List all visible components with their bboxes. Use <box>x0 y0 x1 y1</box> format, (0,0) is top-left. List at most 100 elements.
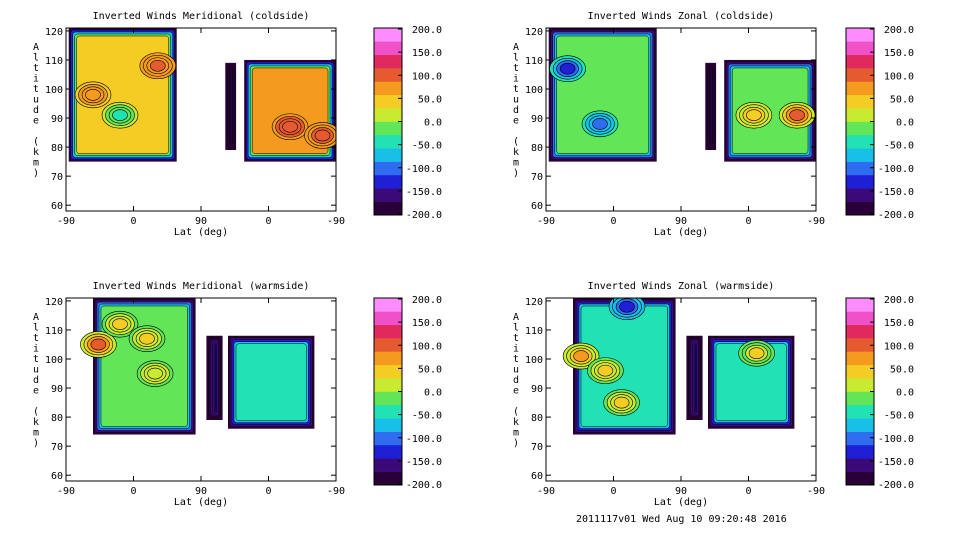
colorbar-label: 50.0 <box>890 94 914 105</box>
y-tick-label: 110 <box>525 56 543 67</box>
y-tick-label: 110 <box>525 326 543 337</box>
colorbar-band <box>374 68 402 82</box>
y-tick-label: 60 <box>531 471 543 482</box>
colorbar-label: 50.0 <box>418 94 442 105</box>
y-tick-label: 80 <box>51 413 63 424</box>
x-tick-label: -90 <box>57 216 75 227</box>
contour-peak-1 <box>90 338 107 351</box>
colorbar-band <box>374 338 402 352</box>
colorbar-band <box>374 28 402 42</box>
colorbar-band <box>846 188 874 202</box>
colorbar-band <box>846 404 874 419</box>
y-tick-label: 70 <box>51 172 63 183</box>
contour-peak-2 <box>150 59 166 72</box>
colorbar-band <box>846 108 874 122</box>
plot-area <box>548 28 816 162</box>
y-tick-label: 120 <box>525 297 543 308</box>
contour-level <box>713 70 715 143</box>
y-tick-label: 120 <box>525 27 543 38</box>
x-tick-label: 0 <box>745 486 751 497</box>
colorbar-label: -100.0 <box>406 164 442 175</box>
colorbar-band <box>374 161 402 176</box>
chart-title: Inverted Winds Meridional (coldside) <box>93 11 310 22</box>
x-tick-label: 0 <box>745 216 751 227</box>
y-tick-label: 110 <box>45 56 63 67</box>
x-tick-label: 0 <box>265 216 271 227</box>
colorbar-band <box>846 431 874 446</box>
colorbar-label: 100.0 <box>884 71 914 82</box>
x-tick-label: 0 <box>130 486 136 497</box>
contour-peak-3 <box>282 120 298 133</box>
x-axis-label: Lat (deg) <box>654 227 708 238</box>
colorbar-band <box>374 391 402 406</box>
colorbar-label: 0.0 <box>424 388 442 399</box>
colorbar-label: -50.0 <box>884 411 914 422</box>
colorbar-band <box>374 298 402 312</box>
x-tick-label: -90 <box>327 486 345 497</box>
y-tick-label: 100 <box>45 355 63 366</box>
x-tick-label: 0 <box>265 486 271 497</box>
contour-level <box>235 343 307 421</box>
colorbar-label: -50.0 <box>412 141 442 152</box>
y-tick-label: 90 <box>51 114 63 125</box>
plot-area <box>68 28 336 162</box>
colorbar-band <box>374 81 402 96</box>
colorbar-label: -150.0 <box>878 457 914 468</box>
colorbar-label: 100.0 <box>884 341 914 352</box>
colorbar-label: 150.0 <box>412 48 442 59</box>
colorbar-label: 200.0 <box>412 25 442 36</box>
colorbar-band <box>846 311 874 326</box>
y-tick-label: 80 <box>531 143 543 154</box>
colorbar-label: 50.0 <box>418 364 442 375</box>
y-tick-label: 100 <box>525 355 543 366</box>
y-tick-label: 110 <box>45 326 63 337</box>
colorbar-band <box>846 41 874 56</box>
chart-panel-1: Inverted Winds Meridional (coldside) -90 0… <box>33 11 442 238</box>
colorbar-label: 200.0 <box>412 295 442 306</box>
y-tick-label: 100 <box>525 85 543 96</box>
contour-level <box>711 68 713 145</box>
contour-peak-4 <box>748 347 765 359</box>
x-axis-label: Lat (deg) <box>654 497 708 508</box>
colorbar-band <box>846 134 874 149</box>
colorbar-band <box>374 121 402 136</box>
x-tick-label: 90 <box>675 486 687 497</box>
colorbar-band <box>374 324 402 339</box>
colorbar-band <box>374 188 402 202</box>
y-tick-label: 100 <box>45 85 63 96</box>
colorbar-band <box>846 174 874 189</box>
x-tick-label: 0 <box>130 216 136 227</box>
colorbar-band <box>374 174 402 189</box>
colorbar-label: 150.0 <box>884 48 914 59</box>
colorbar-label: -200.0 <box>878 480 914 491</box>
chart-title: Inverted Winds Zonal (warmside) <box>588 281 775 292</box>
colorbar-band <box>846 378 874 392</box>
colorbar-band <box>846 81 874 96</box>
x-tick-label: 90 <box>195 486 207 497</box>
contour-peak-2 <box>112 318 128 330</box>
chart-panel-3: Inverted Winds Meridional (warmside) -90 0… <box>33 281 442 508</box>
y-tick-label: 90 <box>51 384 63 395</box>
colorbar-band <box>846 324 874 339</box>
colorbar-band <box>846 444 874 459</box>
colorbar-band <box>846 458 874 472</box>
colorbar-label: -150.0 <box>406 457 442 468</box>
y-tick-label: 60 <box>51 471 63 482</box>
plot-area <box>562 298 795 435</box>
contour-level <box>233 70 235 143</box>
x-tick-label: -90 <box>537 216 555 227</box>
x-tick-label: -90 <box>57 486 75 497</box>
colorbar-band <box>846 148 874 162</box>
y-tick-label: 80 <box>531 413 543 424</box>
y-tick-label: 70 <box>531 172 543 183</box>
y-tick-label: 90 <box>531 384 543 395</box>
colorbar-band <box>374 148 402 162</box>
contour-peak-2 <box>597 364 614 377</box>
colorbar-label: 0.0 <box>424 118 442 129</box>
contour-peak-1 <box>85 89 101 101</box>
colorbar-label: -150.0 <box>406 187 442 198</box>
